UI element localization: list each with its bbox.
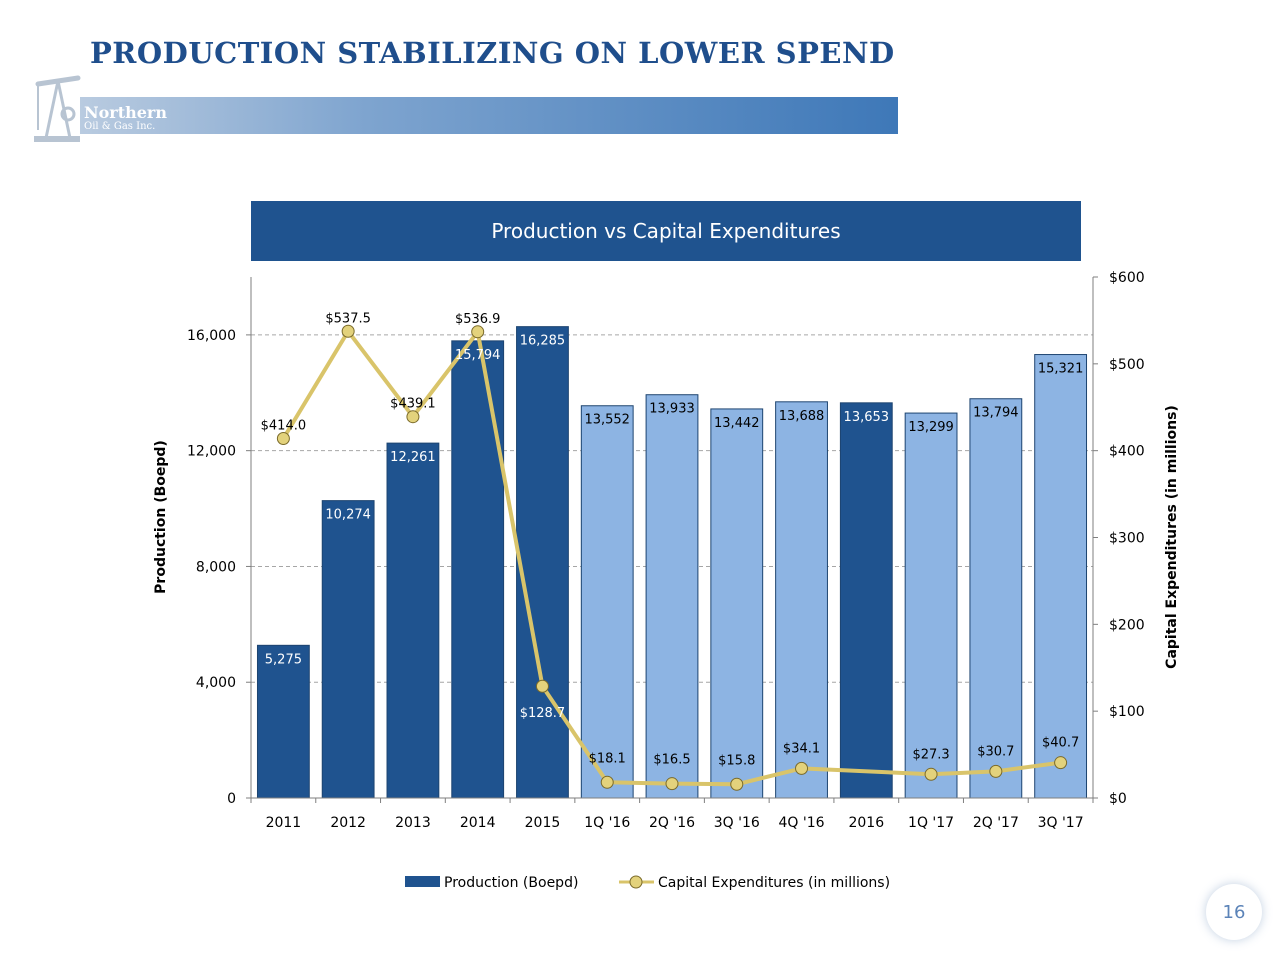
y2-tick-label: $0 [1109, 791, 1127, 807]
capex-point [665, 777, 679, 791]
x-tick-label: 1Q '16 [584, 815, 630, 831]
y-tick-label: 16,000 [187, 328, 236, 344]
capex-value-label: $15.8 [718, 753, 755, 768]
production-value-label: 12,261 [390, 450, 436, 465]
x-tick-label: 2Q '16 [649, 815, 695, 831]
production-value-label: 5,275 [265, 652, 302, 667]
production-value-label: 10,274 [325, 508, 371, 523]
company-logo: Northern Oil & Gas Inc. [28, 68, 178, 148]
capex-value-label: $40.7 [1042, 736, 1079, 751]
capex-line [276, 324, 1068, 791]
production-value-label: 15,321 [1038, 362, 1084, 377]
production-bar [969, 398, 1023, 799]
capex-value-label: $18.1 [589, 751, 626, 766]
x-tick-label: 3Q '17 [1038, 815, 1084, 831]
legend-production-label: Production (Boepd) [444, 875, 578, 891]
production-bar [580, 405, 634, 799]
x-tick-label: 1Q '17 [908, 815, 954, 831]
pumpjack-icon [34, 75, 81, 142]
production-bars [256, 326, 1088, 799]
capex-value-label: $439.1 [390, 397, 436, 412]
production-value-label: 13,442 [714, 416, 760, 431]
capex-point [406, 410, 420, 424]
capex-value-label: $536.9 [455, 312, 501, 327]
y-tick-label: 4,000 [196, 675, 236, 691]
capex-value-label: $537.5 [325, 311, 371, 326]
x-tick-label: 3Q '16 [714, 815, 760, 831]
capex-point [276, 432, 290, 446]
production-bar [904, 412, 958, 799]
capex-point [1054, 756, 1068, 770]
axes: 0 4,000 8,000 12,000 16,000 $0 $100 $200 $300 $40… [187, 270, 1145, 831]
y2-tick-label: $300 [1109, 531, 1145, 547]
capex-value-label: $128.7 [520, 706, 566, 721]
capex-series-line [281, 329, 1061, 787]
capex-point [989, 764, 1003, 778]
production-bar [451, 340, 505, 799]
logo-subname: Oil & Gas Inc. [84, 121, 156, 132]
production-value-label: 15,794 [455, 348, 501, 363]
x-tick-label: 2014 [460, 815, 496, 831]
x-tick-label: 2011 [266, 815, 302, 831]
y-tick-label: 0 [227, 791, 236, 807]
x-tick-label: 2013 [395, 815, 431, 831]
x-tick-label: 4Q '16 [779, 815, 825, 831]
y-tick-label: 8,000 [196, 559, 236, 575]
production-bar [839, 402, 893, 799]
production-value-label: 13,688 [779, 409, 825, 424]
y-axis-title: Production (Boepd) [153, 440, 169, 594]
production-value-label: 13,653 [844, 410, 890, 425]
chart-title: Production vs Capital Expenditures [251, 201, 1081, 261]
page-number: 16 [1206, 884, 1262, 940]
capex-point [600, 775, 614, 789]
legend-capex-label: Capital Expenditures (in millions) [658, 875, 890, 891]
production-bar [256, 644, 310, 799]
legend: Production (Boepd) Capital Expenditures … [405, 875, 890, 891]
production-value-label: 16,285 [520, 334, 566, 349]
legend-capex-marker [629, 875, 643, 889]
logo-name: Northern [84, 103, 167, 122]
production-bar [516, 326, 569, 799]
capex-value-label: $34.1 [783, 741, 820, 756]
production-bar [645, 394, 699, 799]
production-value-label: 13,933 [649, 402, 695, 417]
y2-tick-label: $100 [1109, 704, 1145, 720]
x-tick-label: 2012 [330, 815, 366, 831]
y2-axis-title: Capital Expenditures (in millions) [1164, 405, 1180, 669]
y2-tick-label: $500 [1109, 357, 1145, 373]
capex-point [730, 777, 744, 791]
production-bar [775, 401, 828, 799]
capex-point [795, 761, 809, 775]
capex-value-label: $30.7 [977, 744, 1014, 759]
production-bar [321, 500, 375, 799]
capex-point [471, 325, 485, 339]
production-value-label: 13,794 [973, 406, 1019, 421]
capex-point [341, 324, 355, 338]
x-tick-label: 2015 [525, 815, 561, 831]
production-value-label: 13,299 [908, 420, 954, 435]
x-tick-label: 2Q '17 [973, 815, 1019, 831]
y-tick-label: 12,000 [187, 444, 236, 460]
slide-title: PRODUCTION STABILIZING ON LOWER SPEND [90, 36, 895, 70]
capex-value-label: $16.5 [653, 753, 690, 768]
capex-point [535, 679, 549, 693]
capex-value-label: $27.3 [912, 747, 949, 762]
capex-point [924, 767, 938, 781]
capex-value-label: $414.0 [261, 419, 307, 434]
y2-tick-label: $600 [1109, 270, 1145, 286]
header-band [80, 97, 898, 134]
y2-tick-label: $400 [1109, 444, 1145, 460]
data-labels: 5,275 10,274 12,261 15,794 16,285 13,552 13,93… [261, 311, 1084, 768]
production-bar [386, 442, 440, 799]
legend-production-swatch [405, 876, 440, 887]
y2-tick-label: $200 [1109, 617, 1145, 633]
production-bar [710, 408, 764, 799]
x-tick-label: 2016 [848, 815, 884, 831]
production-value-label: 13,552 [584, 413, 630, 428]
production-bar [1034, 354, 1088, 799]
